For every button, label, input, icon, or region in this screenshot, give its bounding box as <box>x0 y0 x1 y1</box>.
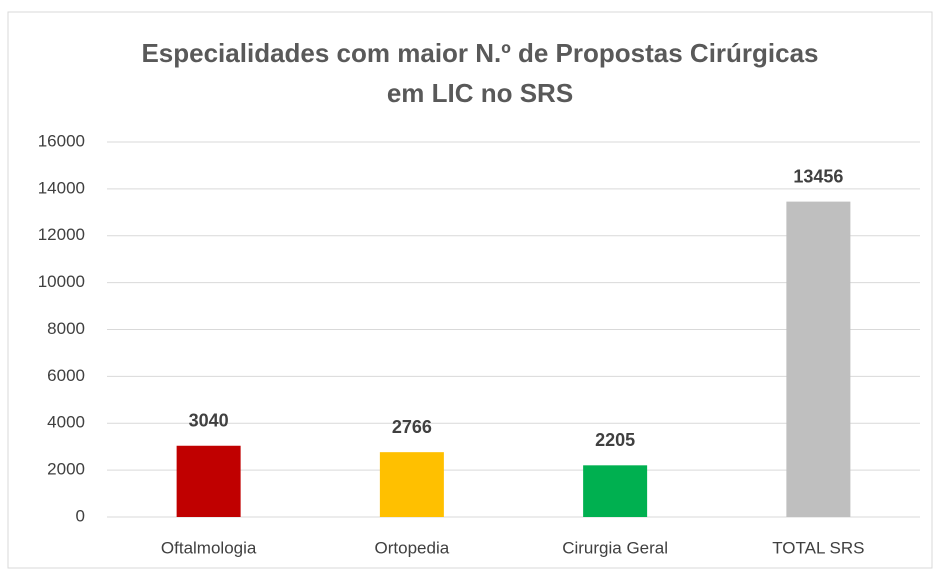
value-label: 3040 <box>189 411 229 431</box>
bar <box>786 201 851 517</box>
chart-title: Especialidades com maior N.º de Proposta… <box>141 38 818 68</box>
y-tick-label: 8000 <box>47 319 85 338</box>
bar <box>379 452 444 517</box>
y-tick-label: 2000 <box>47 460 85 479</box>
y-tick-label: 12000 <box>38 225 85 244</box>
x-tick-label: Ortopedia <box>375 538 450 557</box>
value-label: 2205 <box>595 430 635 450</box>
y-tick-label: 0 <box>76 506 85 525</box>
y-tick-label: 10000 <box>38 272 85 291</box>
bar <box>583 465 648 517</box>
y-tick-label: 16000 <box>38 131 85 150</box>
bar <box>176 445 241 517</box>
x-tick-label: Oftalmologia <box>161 538 257 557</box>
chart-title: em LIC no SRS <box>387 78 573 108</box>
x-tick-label: Cirurgia Geral <box>562 538 668 557</box>
x-tick-label: TOTAL SRS <box>772 538 864 557</box>
value-label: 2766 <box>392 417 432 437</box>
y-tick-label: 14000 <box>38 178 85 197</box>
y-tick-label: 4000 <box>47 413 85 432</box>
y-tick-label: 6000 <box>47 366 85 385</box>
chart-border <box>7 11 933 569</box>
value-label: 13456 <box>793 166 843 186</box>
